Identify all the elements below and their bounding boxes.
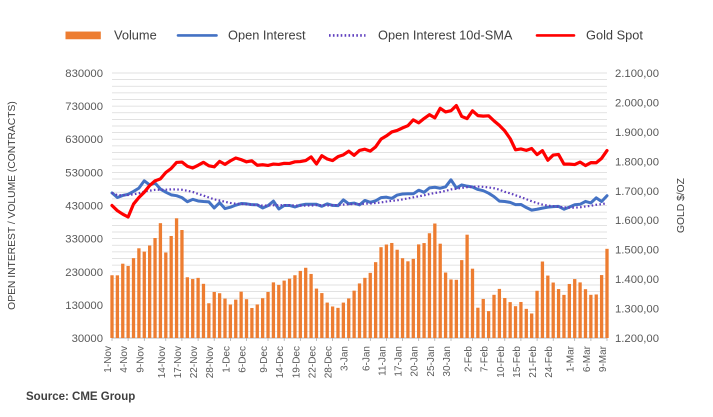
svg-text:14-Nov: 14-Nov <box>157 346 168 378</box>
svg-text:GOLD $/OZ: GOLD $/OZ <box>676 178 687 233</box>
svg-text:330000: 330000 <box>65 234 103 246</box>
svg-text:6-Jan: 6-Jan <box>361 346 372 371</box>
svg-text:17-Jan: 17-Jan <box>394 346 405 377</box>
svg-text:22-Nov: 22-Nov <box>189 346 200 378</box>
svg-text:30-Jan: 30-Jan <box>442 346 453 377</box>
svg-text:1.300,00: 1.300,00 <box>615 304 659 316</box>
svg-text:430000: 430000 <box>65 201 103 213</box>
svg-text:1.700,00: 1.700,00 <box>615 186 659 198</box>
svg-text:30000: 30000 <box>72 333 103 345</box>
svg-text:730000: 730000 <box>65 101 103 113</box>
svg-text:3-Jan: 3-Jan <box>340 346 351 371</box>
svg-text:1-Mar: 1-Mar <box>566 345 577 372</box>
svg-text:4-Nov: 4-Nov <box>119 346 130 373</box>
svg-text:1.900,00: 1.900,00 <box>615 127 659 139</box>
svg-text:17-Nov: 17-Nov <box>173 346 184 378</box>
svg-text:24-Feb: 24-Feb <box>544 346 555 378</box>
svg-text:830000: 830000 <box>65 68 103 80</box>
svg-text:Open Interest 10d-SMA: Open Interest 10d-SMA <box>378 28 513 43</box>
svg-text:530000: 530000 <box>65 167 103 179</box>
svg-text:1.200,00: 1.200,00 <box>615 333 659 345</box>
svg-text:10-Feb: 10-Feb <box>496 346 507 378</box>
svg-text:2-Feb: 2-Feb <box>464 346 475 373</box>
svg-text:19-Dec: 19-Dec <box>291 346 302 378</box>
svg-text:15-Feb: 15-Feb <box>512 346 523 378</box>
svg-text:6-Mar: 6-Mar <box>582 345 593 372</box>
svg-text:20-Jan: 20-Jan <box>410 346 421 377</box>
svg-text:6-Dec: 6-Dec <box>238 346 249 373</box>
svg-text:1.500,00: 1.500,00 <box>615 245 659 257</box>
svg-text:22-Dec: 22-Dec <box>308 346 319 378</box>
svg-text:28-Nov: 28-Nov <box>205 346 216 378</box>
svg-text:Volume: Volume <box>114 28 157 43</box>
svg-text:130000: 130000 <box>65 300 103 312</box>
svg-text:1-Nov: 1-Nov <box>103 346 114 373</box>
svg-text:2.100,00: 2.100,00 <box>615 68 659 80</box>
svg-text:7-Feb: 7-Feb <box>480 346 491 373</box>
svg-text:OPEN INTEREST / VOLUME (CONTRA: OPEN INTEREST / VOLUME (CONTRACTS) <box>7 101 18 310</box>
svg-text:11-Jan: 11-Jan <box>377 346 388 376</box>
svg-text:1-Dec: 1-Dec <box>221 346 232 373</box>
svg-text:230000: 230000 <box>65 267 103 279</box>
svg-text:9-Nov: 9-Nov <box>135 346 146 373</box>
svg-text:2.000,00: 2.000,00 <box>615 97 659 109</box>
svg-text:21-Feb: 21-Feb <box>528 346 539 378</box>
svg-text:9-Dec: 9-Dec <box>259 346 270 373</box>
svg-text:Source: CME Group: Source: CME Group <box>26 391 135 403</box>
svg-text:1.400,00: 1.400,00 <box>615 274 659 286</box>
svg-text:9-Mar: 9-Mar <box>598 345 609 372</box>
svg-text:Open Interest: Open Interest <box>228 28 306 43</box>
svg-text:14-Dec: 14-Dec <box>275 346 286 378</box>
svg-text:1.800,00: 1.800,00 <box>615 156 659 168</box>
svg-text:630000: 630000 <box>65 134 103 146</box>
svg-text:1.600,00: 1.600,00 <box>615 215 659 227</box>
svg-text:25-Jan: 25-Jan <box>426 346 437 377</box>
svg-text:28-Dec: 28-Dec <box>324 346 335 378</box>
svg-text:Gold Spot: Gold Spot <box>586 28 643 43</box>
